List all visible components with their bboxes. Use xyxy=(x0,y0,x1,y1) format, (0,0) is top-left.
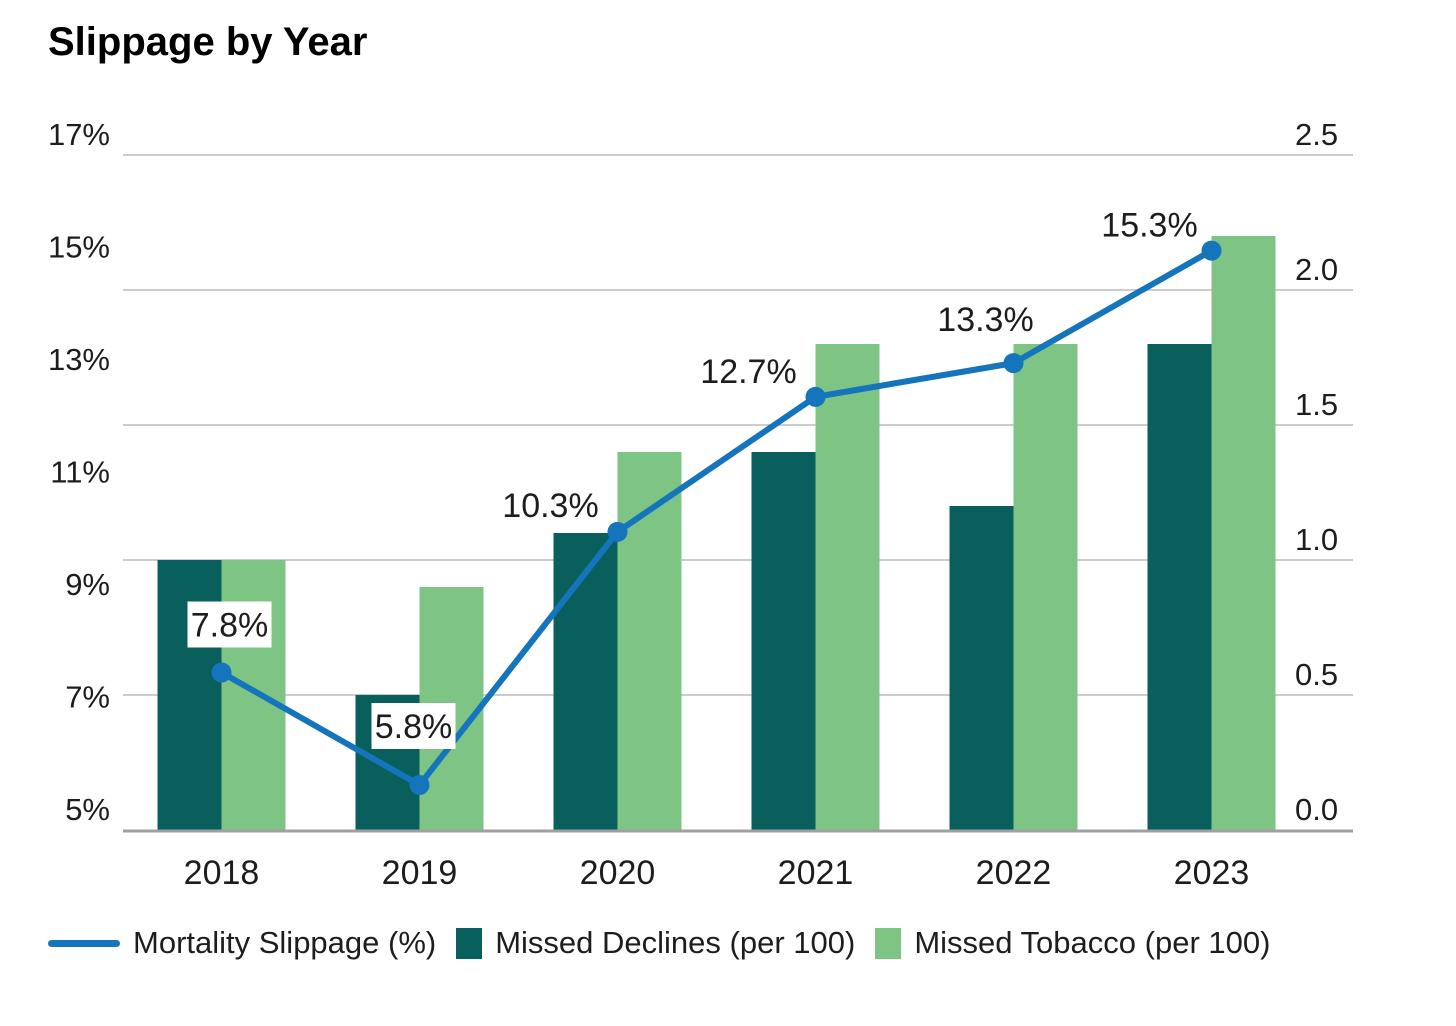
left-axis-label-7: 7% xyxy=(65,680,110,715)
legend-label: Missed Tobacco (per 100) xyxy=(914,925,1271,960)
bar-missed-declines-2021 xyxy=(751,452,816,830)
line-point-2019 xyxy=(409,775,430,795)
bar-missed-tobacco-2018 xyxy=(221,560,286,830)
data-label-2019: 5.8% xyxy=(375,708,453,746)
legend-item-0: Mortality Slippage (%) xyxy=(48,925,436,961)
right-axis-label-2.5: 2.5 xyxy=(1295,117,1338,152)
x-axis-label-2018: 2018 xyxy=(184,854,260,892)
bar-missed-declines-2020 xyxy=(553,533,618,830)
right-axis-label-0.5: 0.5 xyxy=(1295,657,1338,692)
left-axis-label-5: 5% xyxy=(65,792,110,827)
left-axis-label-11: 11% xyxy=(50,455,110,490)
x-axis-label-2021: 2021 xyxy=(778,854,854,892)
legend-swatch-square-1 xyxy=(456,927,483,959)
legend-label: Missed Declines (per 100) xyxy=(495,925,856,960)
data-label-2018: 7.8% xyxy=(191,607,269,645)
bar-missed-tobacco-2020 xyxy=(617,452,682,830)
data-label-box-2023 xyxy=(1098,201,1201,248)
legend-swatch-line-0 xyxy=(48,939,120,947)
bar-missed-tobacco-2021 xyxy=(815,344,880,830)
chart-legend: Mortality Slippage (%) Missed Declines (p… xyxy=(48,925,1428,961)
line-point-2023 xyxy=(1201,240,1222,261)
data-label-box-2021 xyxy=(697,347,800,394)
right-axis-label-1.5: 1.5 xyxy=(1295,387,1338,422)
line-point-2018 xyxy=(211,662,232,683)
legend-swatch-square-2 xyxy=(875,927,902,959)
data-label-box-2019 xyxy=(371,703,456,749)
data-label-box-2018 xyxy=(187,601,272,648)
line-point-2020 xyxy=(607,521,628,542)
bar-missed-declines-2023 xyxy=(1147,344,1212,830)
bar-missed-tobacco-2023 xyxy=(1211,236,1276,830)
right-axis-label-0.0: 0.0 xyxy=(1295,792,1338,827)
data-label-2022: 13.3% xyxy=(937,301,1033,339)
x-axis-label-2023: 2023 xyxy=(1174,854,1250,892)
bar-missed-declines-2022 xyxy=(949,506,1014,830)
mortality-slippage-line xyxy=(218,247,1215,788)
bar-missed-tobacco-2022 xyxy=(1013,344,1078,830)
data-label-box-2022 xyxy=(934,296,1037,343)
right-axis-label-2.0: 2.0 xyxy=(1295,252,1338,287)
right-axis-label-1.0: 1.0 xyxy=(1295,522,1338,557)
legend-label: Mortality Slippage (%) xyxy=(133,925,437,960)
line-point-2021 xyxy=(805,386,826,407)
legend-item-2: Missed Tobacco (per 100) xyxy=(875,925,1270,961)
chart-title: Slippage by Year xyxy=(48,20,368,64)
left-axis-label-13: 13% xyxy=(48,342,110,377)
bar-missed-declines-2018 xyxy=(157,560,222,830)
left-axis-label-15: 15% xyxy=(48,230,110,265)
x-axis-label-2022: 2022 xyxy=(976,854,1052,892)
left-axis-label-9: 9% xyxy=(65,567,110,602)
data-label-2020: 10.3% xyxy=(502,487,598,525)
data-label-box-2020 xyxy=(499,481,602,528)
x-axis-label-2019: 2019 xyxy=(382,854,458,892)
left-axis-label-17: 17% xyxy=(48,117,110,152)
line-point-2022 xyxy=(1003,353,1024,374)
legend-item-1: Missed Declines (per 100) xyxy=(456,925,855,961)
x-axis-label-2020: 2020 xyxy=(580,854,656,892)
data-label-2021: 12.7% xyxy=(700,353,796,391)
data-label-2023: 15.3% xyxy=(1101,207,1197,245)
